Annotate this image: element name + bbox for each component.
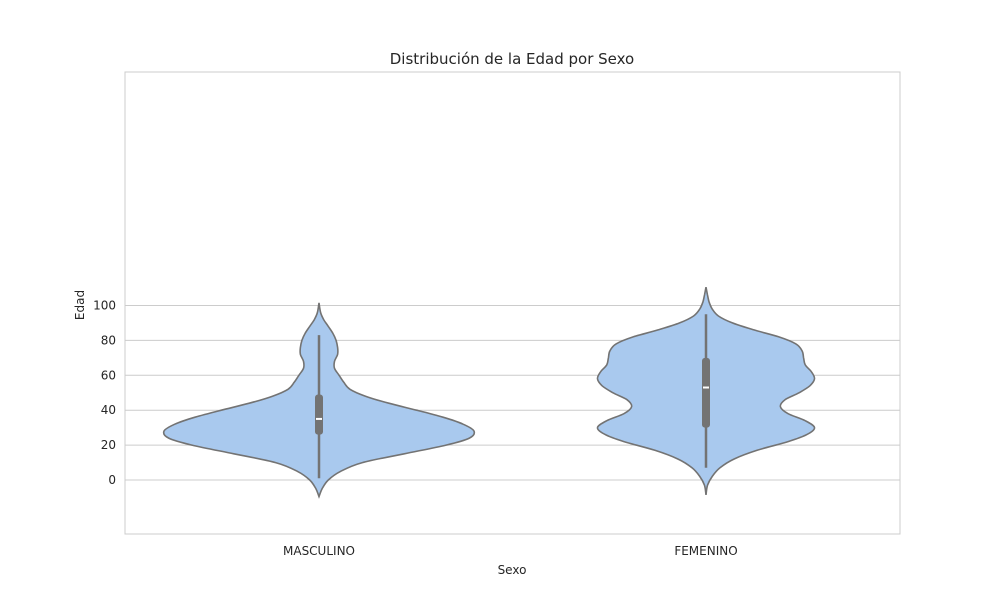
x-tick-label: FEMENINO [674,544,737,558]
y-tick-labels: 0 20 40 60 80 100 [93,299,116,488]
x-tick-labels: MASCULINO FEMENINO [283,544,738,558]
y-tick-label: 0 [108,473,116,487]
x-tick-label: MASCULINO [283,544,355,558]
y-tick-label: 60 [101,368,116,382]
chart-title: Distribución de la Edad por Sexo [390,50,634,68]
y-tick-label: 100 [93,299,116,313]
violin-femenino [596,287,816,495]
plot-frame [124,71,901,535]
iqr-box [315,394,323,435]
y-tick-label: 20 [101,438,116,452]
y-tick-label: 80 [101,333,116,347]
iqr-box [702,357,710,428]
y-tick-label: 40 [101,403,116,417]
violins [162,287,816,499]
x-axis-label: Sexo [498,563,527,577]
y-axis-label: Edad [73,290,87,320]
violin-masculino [162,302,476,499]
